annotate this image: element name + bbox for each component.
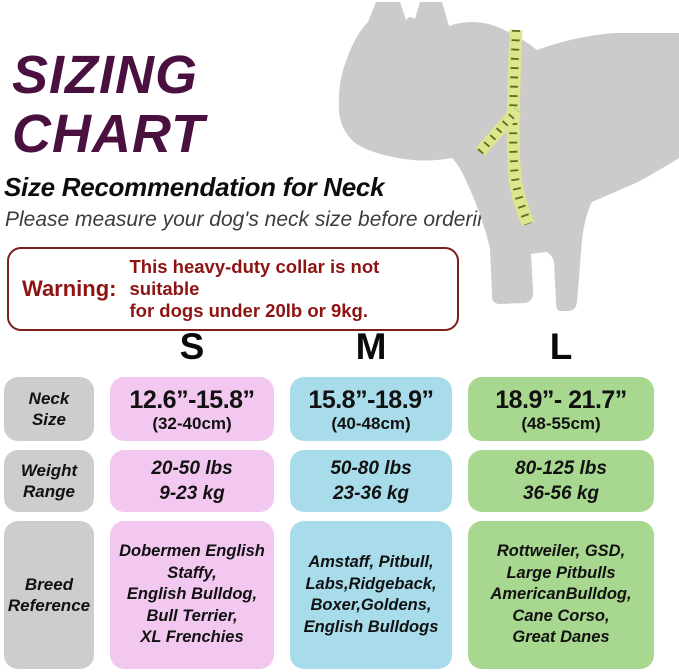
neck-size-cm-m: (40-48cm)	[331, 413, 411, 433]
warning-box: Warning: This heavy-duty collar is not s…	[7, 247, 459, 331]
neck-size-cm-s: (32-40cm)	[152, 413, 232, 433]
neck-size-cm-l: (48-55cm)	[521, 413, 601, 433]
neck-size-inches-s: 12.6”-15.8”	[129, 385, 255, 414]
neck-size-cell-l: 18.9”- 21.7” (48-55cm)	[468, 377, 654, 441]
sizing-table: S M L Neck Size 12.6”-15.8” (32-40cm) 15…	[4, 326, 654, 669]
neck-size-inches-l: 18.9”- 21.7”	[495, 385, 627, 414]
measuring-tape-strip	[506, 29, 535, 227]
row-label-breed-reference: Breed Reference	[4, 521, 94, 669]
neck-size-inches-m: 15.8”-18.9”	[308, 385, 434, 414]
measuring-tape-band-ticks	[477, 107, 520, 155]
warning-label: Warning:	[22, 276, 117, 301]
size-header-s: S	[179, 326, 205, 367]
page-title-line2: CHART	[12, 104, 205, 164]
row-label-weight-range: Weight Range	[4, 450, 94, 512]
weight-range-cell-s: 20-50 lbs 9-23 kg	[110, 450, 274, 512]
breed-reference-cell-m: Amstaff, Pitbull, Labs,Ridgeback, Boxer,…	[290, 521, 452, 669]
warning-text: This heavy-duty collar is not suitable f…	[129, 256, 380, 321]
breed-reference-cell-s: Dobermen English Staffy, English Bulldog…	[110, 521, 274, 669]
weight-range-cell-l: 80-125 lbs 36-56 kg	[468, 450, 654, 512]
weight-range-cell-m: 50-80 lbs 23-36 kg	[290, 450, 452, 512]
measure-note: Please measure your dog's neck size befo…	[5, 208, 501, 231]
page-title-line1: SIZING	[12, 45, 199, 105]
row-label-neck-size: Neck Size	[4, 377, 94, 441]
measuring-tape-band	[475, 106, 522, 156]
breed-reference-cell-l: Rottweiler, GSD, Large Pitbulls American…	[468, 521, 654, 669]
page-title: SIZING CHART	[12, 46, 205, 164]
neck-size-cell-s: 12.6”-15.8” (32-40cm)	[110, 377, 274, 441]
size-header-l: L	[549, 326, 573, 367]
measuring-tape-ticks	[509, 29, 532, 226]
header-spacer	[4, 326, 94, 368]
size-header-m: M	[355, 326, 387, 367]
neck-size-cell-m: 15.8”-18.9” (40-48cm)	[290, 377, 452, 441]
section-heading: Size Recommendation for Neck	[4, 172, 385, 202]
